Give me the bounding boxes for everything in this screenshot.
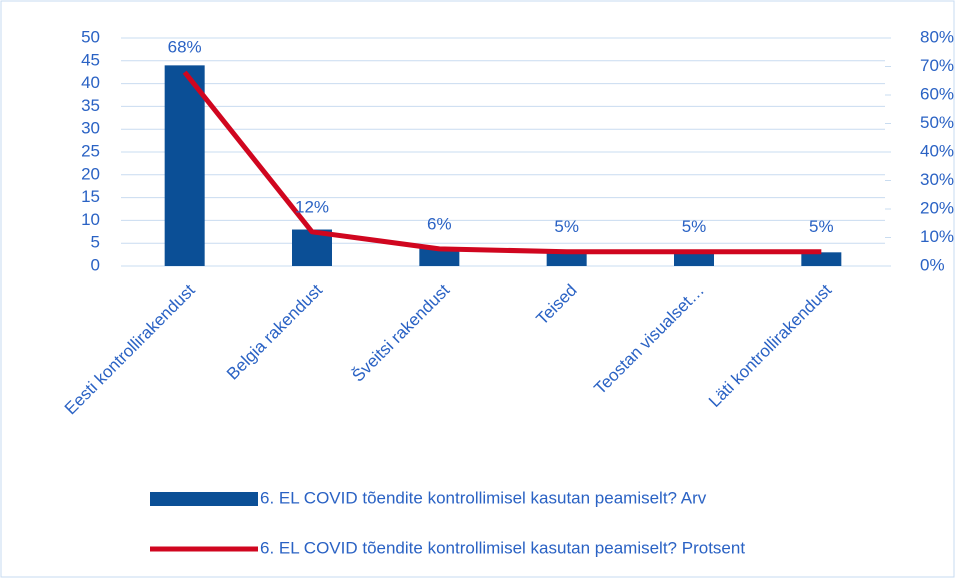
data-label: 6% [427, 214, 452, 233]
y-tick-label: 0 [91, 255, 100, 274]
y-tick-label: 45 [81, 50, 100, 69]
y-tick-label: 40 [81, 73, 100, 92]
y2-tick-label: 0% [920, 255, 945, 274]
legend-label: 6. EL COVID tõendite kontrollimisel kasu… [260, 488, 707, 507]
y2-tick-label: 20% [920, 198, 954, 217]
y2-tick-label: 10% [920, 227, 954, 246]
y2-tick-label: 70% [920, 56, 954, 75]
y2-tick-label: 40% [920, 141, 954, 160]
y-tick-label: 10 [81, 210, 100, 229]
y2-tick-label: 80% [920, 27, 954, 46]
bar [674, 252, 714, 266]
line [182, 70, 822, 255]
y-tick-label: 30 [81, 119, 100, 138]
data-label: 5% [809, 217, 834, 236]
y-tick-label: 5 [91, 233, 100, 252]
y2-tick-label: 60% [920, 84, 954, 103]
y-tick-label: 25 [81, 141, 100, 160]
y-tick-label: 15 [81, 187, 100, 206]
legend-swatch [150, 492, 258, 506]
bar [801, 252, 842, 266]
data-label: 68% [168, 38, 202, 57]
bar [419, 247, 460, 266]
data-label: 5% [682, 217, 707, 236]
legend-label: 6. EL COVID tõendite kontrollimisel kasu… [260, 538, 745, 557]
data-label: 5% [554, 217, 579, 236]
y-tick-label: 35 [81, 96, 100, 115]
data-label: 12% [295, 197, 329, 216]
y-tick-label: 20 [81, 164, 100, 183]
bar [164, 65, 205, 266]
y-tick-label: 50 [81, 27, 100, 46]
y2-tick-label: 30% [920, 170, 954, 189]
y2-tick-label: 50% [920, 113, 954, 132]
bar [546, 252, 587, 266]
